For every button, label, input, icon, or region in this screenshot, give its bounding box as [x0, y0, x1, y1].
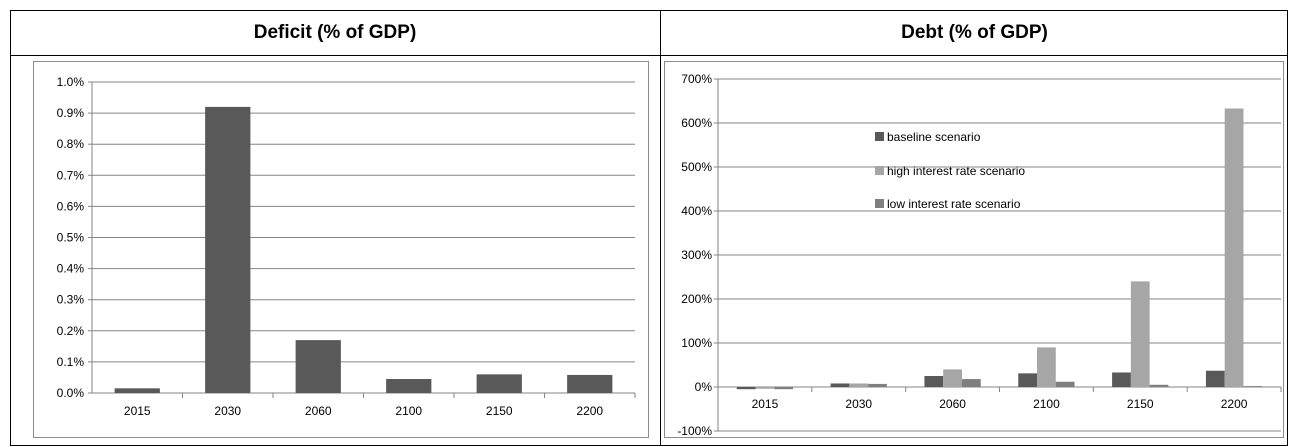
bar-deficit-2150 [476, 374, 522, 393]
x-tick-label: 2060 [939, 397, 966, 411]
deficit-chart: 0.0% 0.1% 0.2% 0.3% 0.4% 0.5% 0.6% 0.7% 0.8% 0.9%… [57, 75, 636, 418]
bar-deficit-2060 [295, 340, 341, 393]
y-tick-label: 300% [681, 248, 712, 262]
y-tick-label: 400% [681, 204, 712, 218]
y-tick-label: 0% [695, 380, 713, 394]
y-tick-label: 0.4% [57, 262, 85, 276]
bar-low-interest-rate-scenario-2015 [774, 387, 794, 390]
y-tick-label: 0.9% [57, 106, 85, 120]
debt-chart-panel: -100% 0% 100% 200% 300% 400% 500% 600% 700% 2015 2… [664, 61, 1284, 438]
y-tick-label: 600% [681, 116, 712, 130]
bar-deficit-2100 [386, 379, 432, 393]
y-tick-label: 0.7% [57, 168, 85, 182]
bar-low-interest-rate-scenario-2060 [961, 379, 981, 387]
bar-deficit-2015 [114, 388, 160, 393]
y-tick-label: 0.0% [57, 386, 85, 400]
bar-low-interest-rate-scenario-2100 [1055, 381, 1075, 387]
bar-baseline-scenario-2150 [1112, 372, 1131, 387]
bar-high-interest-rate-scenario-2100 [1037, 347, 1056, 387]
y-tick-label: 0.2% [57, 324, 85, 338]
bar-high-interest-rate-scenario-2150 [1130, 281, 1150, 387]
bar-baseline-scenario-2030 [830, 383, 850, 387]
column-divider [660, 10, 661, 446]
x-tick-label: 2015 [752, 397, 779, 411]
y-tick-label: 0.6% [57, 199, 85, 213]
figure-frame [10, 10, 1288, 446]
y-tick-label: 200% [681, 292, 712, 306]
bar-baseline-scenario-2200 [1205, 370, 1225, 387]
x-tick-label: 2015 [124, 404, 151, 418]
y-tick-label: 0.5% [57, 231, 85, 245]
bar-low-interest-rate-scenario-2030 [868, 383, 887, 387]
debt-chart: -100% 0% 100% 200% 300% 400% 500% 600% 700% 2015 2… [677, 72, 1282, 438]
legend-swatch [875, 199, 884, 208]
legend-item: low interest rate scenario [887, 197, 1021, 211]
legend-swatch [875, 132, 884, 141]
bar-baseline-scenario-2100 [1018, 373, 1038, 387]
bar-deficit-2200 [567, 374, 613, 393]
x-tick-label: 2200 [576, 404, 603, 418]
x-tick-label: 2150 [486, 404, 513, 418]
bar-high-interest-rate-scenario-2030 [849, 383, 869, 387]
y-tick-label: 500% [681, 160, 712, 174]
bar-low-interest-rate-scenario-2200 [1243, 386, 1263, 387]
x-tick-label: 2030 [214, 404, 241, 418]
legend-item: baseline scenario [887, 130, 981, 144]
y-tick-label: 1.0% [57, 75, 85, 89]
y-tick-label: 0.8% [57, 137, 85, 151]
bar-baseline-scenario-2060 [924, 376, 944, 387]
deficit-chart-panel: 0.0% 0.1% 0.2% 0.3% 0.4% 0.5% 0.6% 0.7% 0.8% 0.9%… [33, 61, 649, 438]
bar-high-interest-rate-scenario-2015 [755, 387, 775, 389]
bar-deficit-2030 [205, 106, 251, 393]
bar-low-interest-rate-scenario-2150 [1149, 384, 1169, 387]
y-tick-label: 0.3% [57, 293, 85, 307]
y-tick-label: 700% [681, 72, 712, 86]
x-tick-label: 2150 [1127, 397, 1154, 411]
bar-high-interest-rate-scenario-2200 [1224, 108, 1244, 388]
x-tick-label: 2030 [845, 397, 872, 411]
legend-swatch [875, 166, 884, 175]
legend-item: high interest rate scenario [887, 164, 1025, 178]
y-tick-label: 100% [681, 336, 712, 350]
bar-high-interest-rate-scenario-2060 [943, 369, 962, 387]
y-tick-label: -100% [677, 424, 712, 437]
y-tick-label: 0.1% [57, 355, 85, 369]
x-tick-label: 2200 [1221, 397, 1248, 411]
x-tick-label: 2100 [395, 404, 422, 418]
x-tick-label: 2100 [1033, 397, 1060, 411]
header-divider [10, 55, 1288, 56]
bar-baseline-scenario-2015 [736, 387, 756, 390]
x-tick-label: 2060 [305, 404, 332, 418]
debt-chart-title: Debt (% of GDP) [901, 22, 1048, 43]
deficit-chart-title: Deficit (% of GDP) [253, 22, 417, 43]
